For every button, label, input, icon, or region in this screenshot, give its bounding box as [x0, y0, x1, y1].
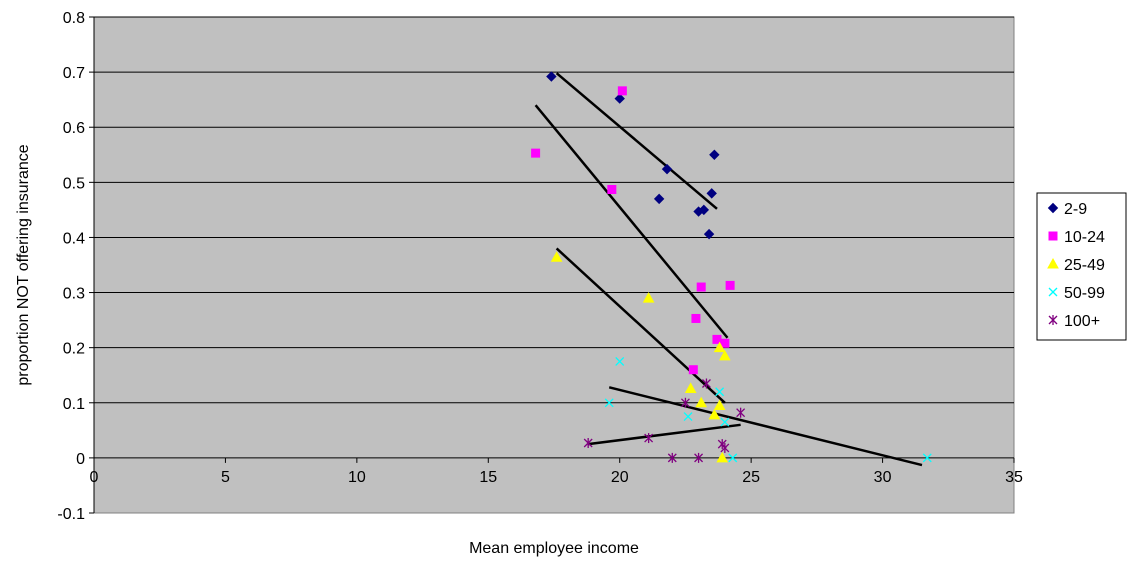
legend: 2-9 10-24 25-49 50-99 100+: [1036, 192, 1127, 341]
data-point-25-49: [642, 292, 655, 303]
data-point-25-49: [719, 349, 731, 361]
y-tick-label: 0.7: [63, 65, 85, 82]
data-point-25-49: [713, 341, 726, 353]
y-tick-label: 0.8: [63, 10, 85, 27]
data-point-2-9: [709, 149, 720, 160]
data-point-25-49: [684, 382, 697, 393]
y-tick-label: 0.3: [63, 286, 85, 303]
x-tick-label: 35: [1005, 469, 1023, 486]
trend-line-25-49: [555, 247, 726, 404]
data-point-2-9: [706, 188, 717, 199]
x-tick-labels: 0 5 10 15 20 25 30 35: [90, 469, 1023, 486]
data-point-100+: [694, 452, 704, 463]
y-tick-label: 0.5: [63, 175, 85, 192]
y-tick-label: 0.2: [63, 341, 85, 358]
data-point-100+: [583, 438, 593, 449]
data-point-2-9: [653, 193, 665, 205]
y-tick-label: -0.1: [57, 506, 85, 523]
legend-marker-2-9: [1047, 202, 1059, 214]
data-point-50-99: [683, 412, 693, 422]
legend-label: 10-24: [1064, 229, 1105, 246]
axes: [89, 16, 1015, 514]
legend-marker-10-24: [1048, 231, 1058, 241]
plot-area: [93, 16, 1015, 514]
data-point-2-9: [661, 163, 673, 175]
trend-line-2-9: [555, 72, 718, 210]
data-point-100+: [736, 407, 746, 418]
y-tick-label: 0.4: [63, 230, 85, 247]
data-point-25-49: [695, 396, 708, 408]
data-point-100+: [667, 452, 677, 463]
legend-label: 25-49: [1064, 257, 1105, 274]
data-point-50-99: [615, 356, 625, 366]
x-tick-label: 25: [742, 469, 760, 486]
legend-marker-50-99: [1048, 287, 1058, 297]
y-tick-label: 0.6: [63, 120, 85, 137]
data-point-50-99: [720, 417, 730, 427]
y-tick-label: 0.1: [63, 396, 85, 413]
data-point-50-99: [604, 398, 614, 408]
legend-marker-25-49: [1047, 257, 1059, 269]
x-tick-label: 5: [221, 469, 230, 486]
data-point-50-99: [922, 453, 932, 463]
legend-marker-100+: [1048, 315, 1058, 325]
data-point-10-24: [725, 280, 735, 290]
data-point-10-24: [696, 282, 706, 292]
data-point-25-49: [550, 251, 563, 262]
trend-line-50-99: [608, 386, 923, 467]
x-axis-title: Mean employee income: [469, 540, 639, 557]
data-point-25-49: [713, 399, 726, 411]
legend-label: 100+: [1064, 313, 1100, 330]
legend-label: 2-9: [1064, 201, 1087, 218]
data-point-100+: [644, 433, 654, 444]
data-point-100+: [701, 378, 711, 389]
trend-line-100+: [588, 423, 741, 446]
data-point-2-9: [698, 204, 710, 216]
data-point-2-9: [703, 228, 715, 240]
data-point-10-24: [617, 86, 627, 96]
data-point-50-99: [728, 453, 738, 463]
data-point-10-24: [607, 184, 617, 194]
data-point-10-24: [720, 338, 730, 348]
data-point-2-9: [546, 71, 557, 82]
data-point-100+: [720, 442, 730, 453]
y-axis-title: proportion NOT offering insurance: [15, 144, 32, 385]
data-points: [531, 71, 932, 463]
legend-label: 50-99: [1064, 285, 1105, 302]
data-point-2-9: [614, 93, 625, 104]
x-tick-label: 20: [611, 469, 629, 486]
data-point-10-24: [531, 148, 541, 158]
data-point-25-49: [708, 408, 721, 420]
data-point-100+: [680, 397, 690, 408]
data-point-25-49: [716, 451, 729, 463]
data-point-10-24: [688, 365, 698, 375]
y-tick-labels: -0.1 0 0.1 0.2 0.3 0.4 0.5 0.6 0.7 0.8: [57, 10, 85, 523]
x-tick-label: 30: [874, 469, 892, 486]
trend-line-10-24: [534, 104, 729, 339]
data-point-10-24: [691, 313, 701, 323]
data-point-50-99: [715, 387, 725, 397]
y-tick-label: 0: [76, 451, 85, 468]
x-tick-label: 10: [348, 469, 366, 486]
trend-lines: [534, 72, 923, 467]
x-tick-label: 0: [90, 469, 99, 486]
x-tick-label: 15: [479, 469, 497, 486]
